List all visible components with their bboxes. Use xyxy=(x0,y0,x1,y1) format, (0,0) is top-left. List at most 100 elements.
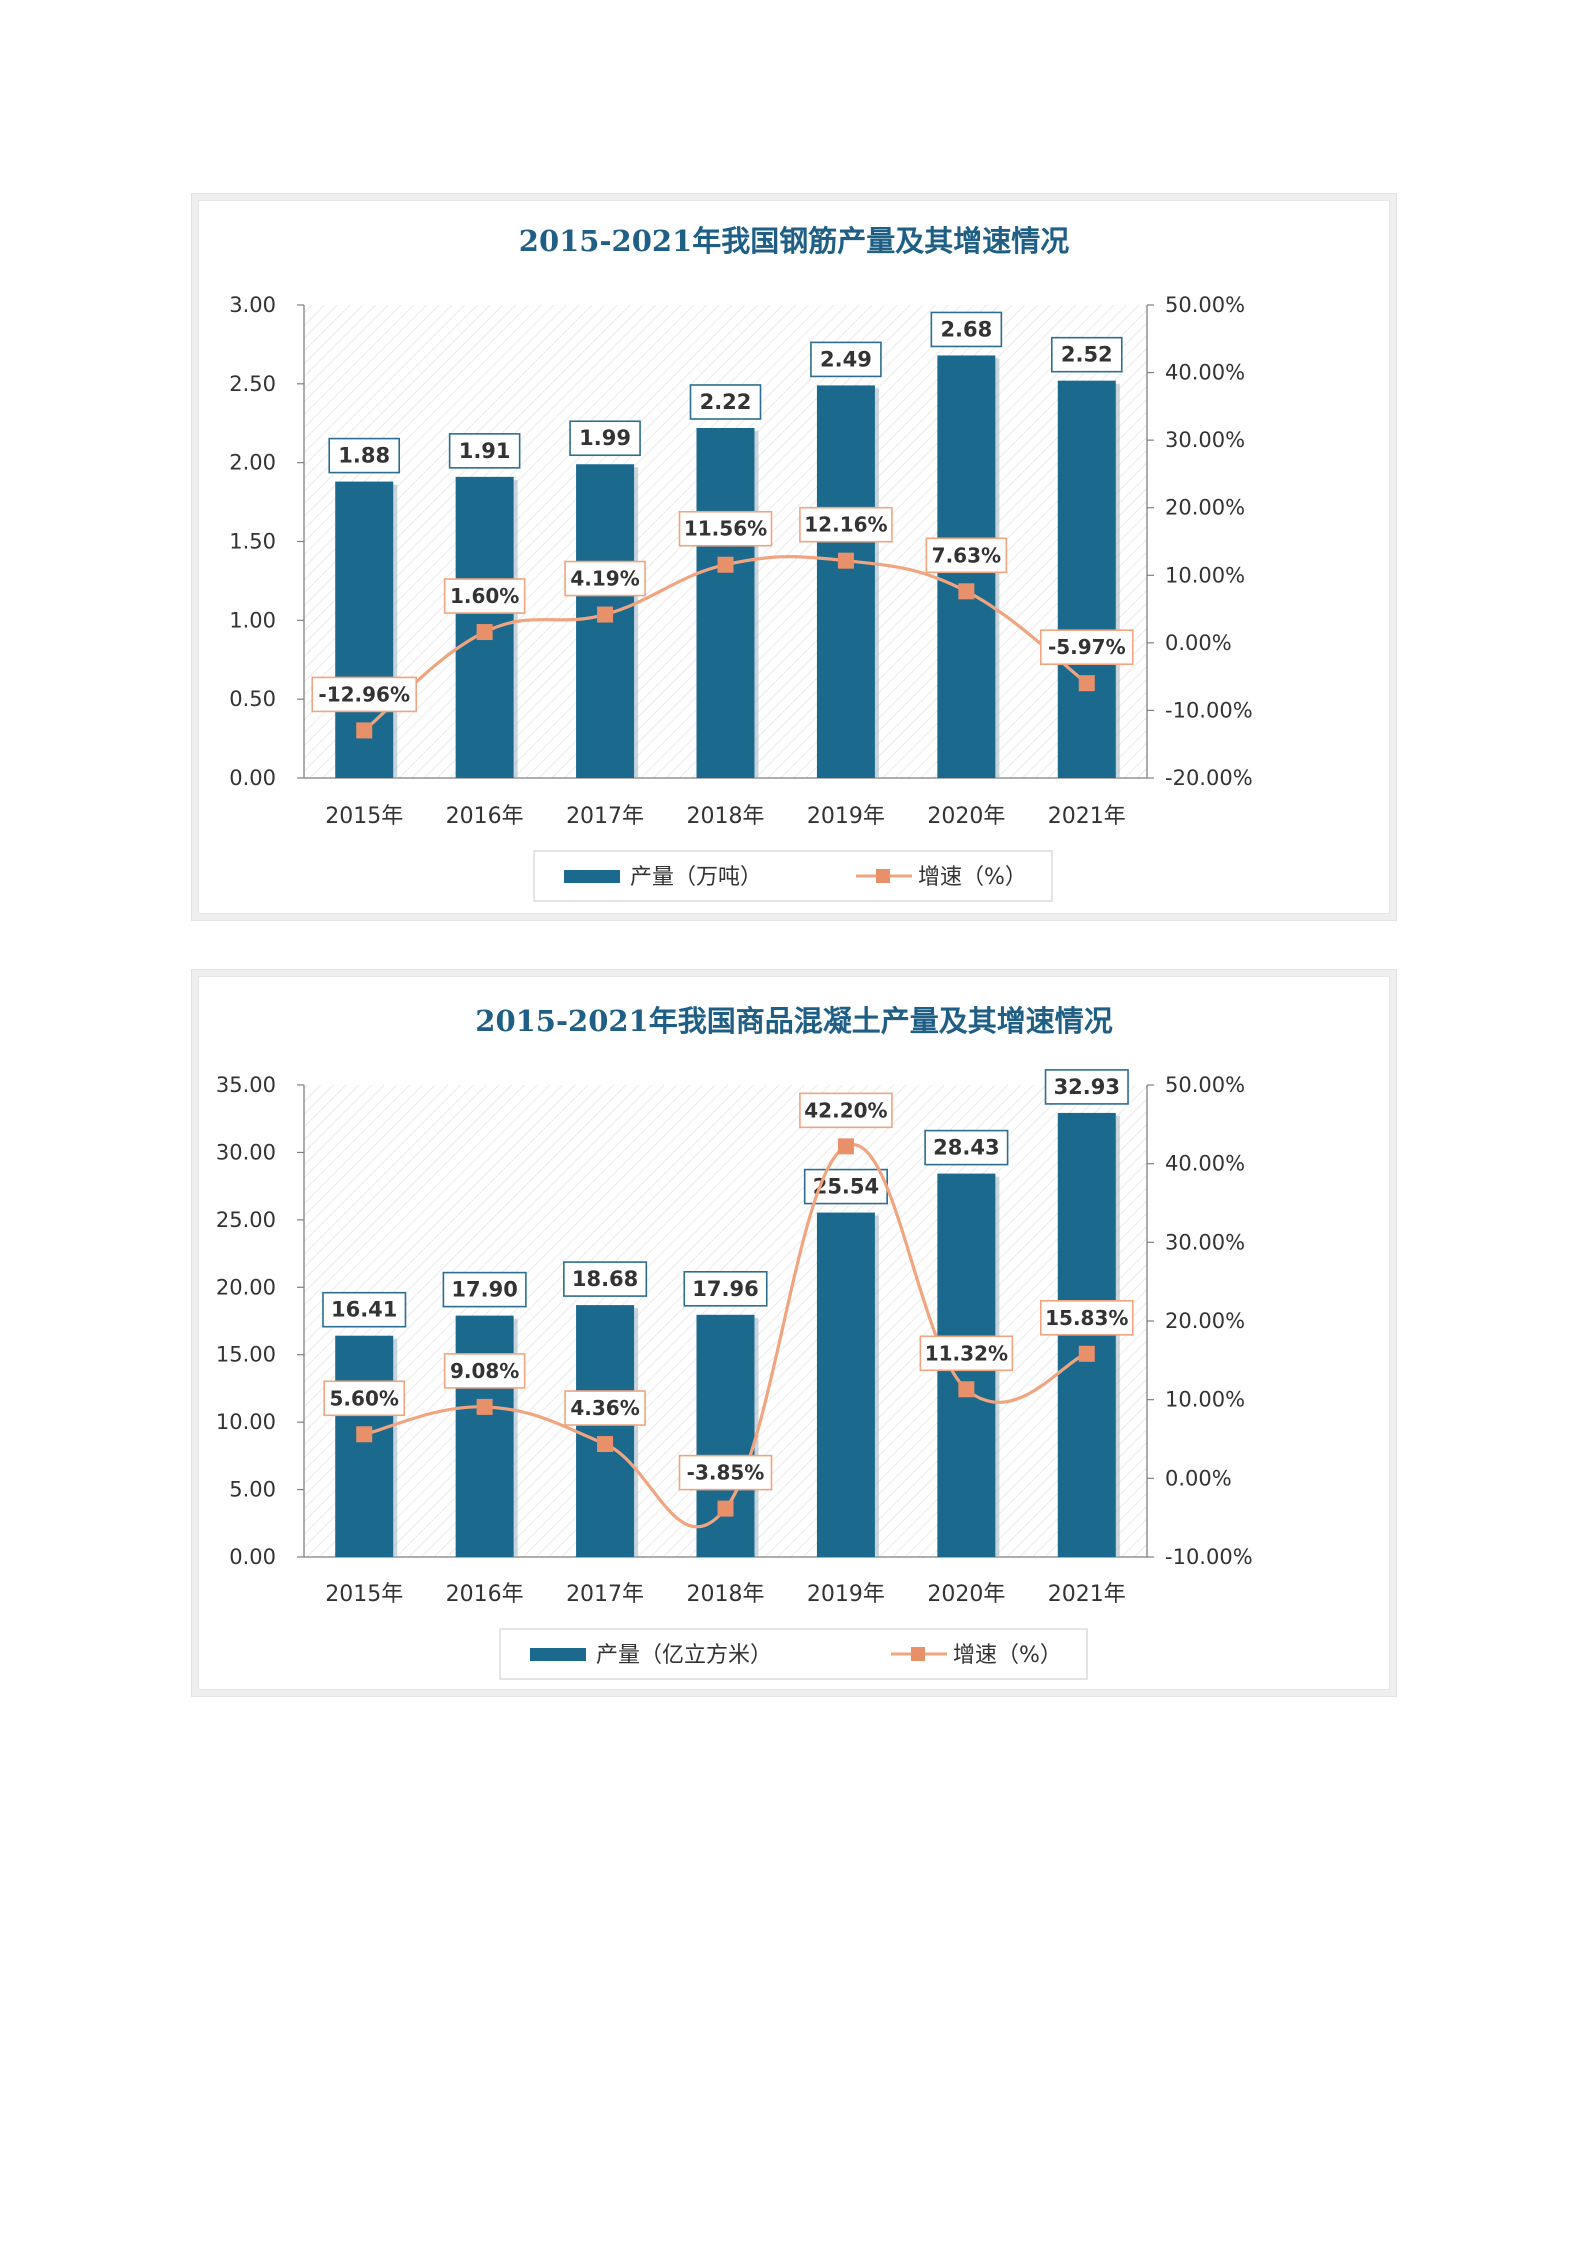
y-right-tick-label: -10.00% xyxy=(1165,698,1253,722)
growth-value-label-box xyxy=(564,1390,646,1426)
bar-value-label-group: 2.22 xyxy=(689,384,762,420)
bar-value-label-box xyxy=(683,1270,768,1307)
bar-value-label: 16.41 xyxy=(331,1298,397,1322)
y-right-tick-label: 50.00% xyxy=(1165,293,1245,317)
rebar-chart-card: 2015-2021年我国钢筋产量及其增速情况 0.00 0.50 1.00 1.50 2.… xyxy=(198,200,1390,914)
bar-value-label: 2.52 xyxy=(1061,343,1113,367)
bar-value-label-box xyxy=(563,1261,648,1297)
growth-marker xyxy=(717,1500,734,1517)
growth-value-label: 4.36% xyxy=(570,1396,639,1420)
y-right-tick-label: 40.00% xyxy=(1165,361,1245,385)
legend-line-marker xyxy=(876,869,890,883)
x-tick-label: 2016年 xyxy=(446,804,524,829)
growth-value-label: 42.20% xyxy=(804,1098,887,1122)
x-tick-label: 2016年 xyxy=(446,1582,524,1607)
concrete-production-chart: 2015-2021年我国商品混凝土产量及其增速情况 0.00 5.00 10.00 15… xyxy=(216,1004,1253,1680)
bar-value-label-group: 1.88 xyxy=(328,437,401,474)
growth-marker xyxy=(597,606,614,623)
bar-value-label-box xyxy=(1050,336,1123,373)
bar-value-label-box xyxy=(328,437,401,474)
growth-marker xyxy=(1078,675,1095,692)
y-right-tick-label: 20.00% xyxy=(1165,1309,1245,1333)
y-left-tick-label: 2.50 xyxy=(229,372,276,396)
y-right-tick-label: 30.00% xyxy=(1165,1230,1245,1254)
growth-marker xyxy=(597,1436,614,1453)
bar-value-label: 1.99 xyxy=(579,426,631,450)
concrete-chart-card: 2015-2021年我国商品混凝土产量及其增速情况 0.00 5.00 10.00 15… xyxy=(198,976,1390,1690)
growth-value-label: -3.85% xyxy=(687,1461,765,1485)
x-tick-label: 2019年 xyxy=(807,804,885,829)
bar-value-label: 17.90 xyxy=(451,1278,517,1302)
growth-value-label-box xyxy=(799,506,893,543)
legend-bar-label: 产量（亿立方米） xyxy=(596,1643,772,1668)
growth-value-label-group: 5.60% xyxy=(323,1380,406,1417)
y-left-tick-label: 1.50 xyxy=(229,530,276,554)
y-right-tick-label: -10.00% xyxy=(1165,1545,1253,1569)
x-tick-label: 2019年 xyxy=(807,1582,885,1607)
growth-value-label: 12.16% xyxy=(804,513,887,537)
growth-value-label-box xyxy=(919,1335,1014,1372)
bar xyxy=(1057,380,1116,778)
y-left-tick-label: 0.00 xyxy=(229,766,276,790)
bar-value-label-group: 17.90 xyxy=(442,1271,527,1308)
bar-value-label-group: 2.52 xyxy=(1050,336,1123,373)
bar-value-label-group: 28.43 xyxy=(924,1129,1009,1166)
bar-value-label-box xyxy=(924,1129,1009,1166)
y-left-tick-label: 25.00 xyxy=(216,1208,276,1232)
bar-value-label-group: 17.96 xyxy=(683,1270,768,1307)
chart-title: 2015-2021年我国商品混凝土产量及其增速情况 xyxy=(475,1004,1112,1038)
x-tick-label: 2017年 xyxy=(566,804,644,829)
y-right-tick-label: 50.00% xyxy=(1165,1073,1245,1097)
chart-title: 2015-2021年我国钢筋产量及其增速情况 xyxy=(519,224,1069,258)
bar-value-label: 1.88 xyxy=(338,444,390,468)
legend-line-label: 增速（%） xyxy=(918,865,1027,890)
y-left-tick-label: 3.00 xyxy=(229,293,276,317)
growth-value-label-group: 11.32% xyxy=(919,1335,1014,1372)
growth-value-label: 1.60% xyxy=(450,584,519,608)
growth-marker xyxy=(837,1138,854,1155)
bar-value-label-box xyxy=(569,420,641,457)
bar-value-label-box xyxy=(1044,1069,1129,1105)
growth-value-label-group: -5.97% xyxy=(1039,629,1134,665)
growth-value-label-group: 4.19% xyxy=(564,560,646,597)
rebar-production-chart: 2015-2021年我国钢筋产量及其增速情况 0.00 0.50 1.00 1.50 2.… xyxy=(229,224,1253,902)
growth-marker xyxy=(356,722,373,739)
bar xyxy=(816,385,875,778)
growth-value-label: 15.83% xyxy=(1045,1306,1128,1330)
growth-marker xyxy=(958,1381,975,1398)
x-tick-label: 2021年 xyxy=(1048,1582,1126,1607)
y-right-tick-label: 10.00% xyxy=(1165,563,1245,587)
growth-marker xyxy=(717,556,734,573)
x-tick-label: 2017年 xyxy=(566,1582,644,1607)
growth-marker xyxy=(356,1426,373,1443)
legend-box xyxy=(533,850,1053,902)
growth-value-label-box xyxy=(311,676,418,713)
growth-value-label-box xyxy=(564,560,646,597)
growth-value-label-box xyxy=(323,1380,406,1417)
growth-value-label-group: -3.85% xyxy=(678,1454,773,1491)
growth-marker xyxy=(476,1398,493,1415)
bar-value-label-group: 2.49 xyxy=(810,341,882,378)
legend-box xyxy=(499,1628,1088,1680)
growth-value-label: 11.56% xyxy=(684,517,767,541)
x-tick-label: 2015年 xyxy=(325,804,403,829)
bar-value-label: 2.68 xyxy=(940,317,992,341)
x-tick-label: 2020年 xyxy=(927,804,1005,829)
y-left-tick-label: 0.00 xyxy=(229,1545,276,1569)
y-left-tick-label: 10.00 xyxy=(216,1410,276,1434)
legend-line-label: 增速（%） xyxy=(953,1643,1062,1668)
y-right-tick-label: 30.00% xyxy=(1165,428,1245,452)
bar-value-label-box xyxy=(442,1271,527,1308)
growth-value-label-group: 11.56% xyxy=(678,510,773,547)
growth-value-label-box xyxy=(678,1454,773,1491)
bar-value-label-group: 18.68 xyxy=(563,1261,648,1297)
x-tick-label: 2018年 xyxy=(687,804,765,829)
x-tick-label: 2015年 xyxy=(325,1582,403,1607)
growth-value-label-group: -12.96% xyxy=(311,676,418,713)
growth-marker xyxy=(837,552,854,569)
bar-value-label-group: 2.68 xyxy=(930,311,1003,348)
y-right-tick-label: 0.00% xyxy=(1165,631,1232,655)
bar xyxy=(816,1212,875,1557)
bar xyxy=(455,1315,514,1557)
growth-value-label-box xyxy=(443,578,526,614)
